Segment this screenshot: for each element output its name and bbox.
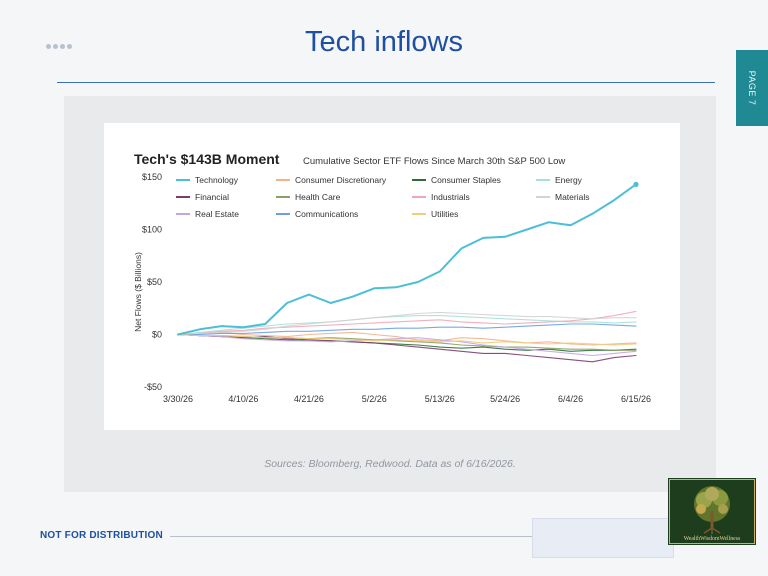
logo-text: WealthWisdomWellness [683,536,741,542]
footer-label: NOT FOR DISTRIBUTION [40,530,163,541]
legend-label: Financial [195,192,229,202]
y-tick-label: $100 [142,225,162,235]
y-axis-label: Net Flows ($ Billions) [133,252,143,332]
x-tick-label: 6/15/26 [621,394,651,404]
series-line [177,333,637,357]
series-line [177,323,637,336]
x-tick-label: 5/13/26 [425,394,455,404]
page-label: PAGE 7 [747,70,757,106]
series-line [177,311,637,336]
series-line [177,310,637,336]
x-tick-label: 3/30/26 [163,394,193,404]
chart-title: Tech's $143B Moment [134,151,280,167]
legend-label: Materials [555,192,589,202]
legend-label: Utilities [431,209,458,219]
legend-label: Health Care [295,192,341,202]
series-line [177,333,637,346]
tree-icon [669,479,755,544]
legend-label: Consumer Staples [431,175,501,185]
slide-title: Tech inflows [305,26,463,58]
y-tick-label: $50 [147,277,162,287]
sector-flows-chart: Tech's $143B Moment Cumulative Sector ET… [133,151,651,404]
x-tick-label: 4/10/26 [228,394,258,404]
brand-logo: WealthWisdomWellness [668,478,756,545]
chart-subtitle: Cumulative Sector ETF Flows Since March … [303,156,565,167]
legend-label: Consumer Discretionary [295,175,387,185]
legend-label: Energy [555,175,583,185]
y-tick-label: $150 [142,172,162,182]
legend-label: Technology [195,175,239,185]
legend-label: Industrials [431,192,470,202]
x-tick-label: 5/24/26 [490,394,520,404]
x-tick-label: 4/21/26 [294,394,324,404]
legend-label: Communications [295,209,358,219]
page-tab: PAGE 7 [736,50,768,126]
series-line [177,183,637,336]
footer-box [532,518,674,558]
chart-card: Tech's $143B Moment Cumulative Sector ET… [104,123,680,430]
series-line [177,315,637,336]
x-tick-label: 6/4/26 [558,394,583,404]
legend-label: Real Estate [195,209,239,219]
series-line [177,333,637,352]
decorative-dots [46,44,72,49]
x-tick-label: 5/2/26 [362,394,387,404]
technology-endpoint-marker [633,181,639,187]
y-tick-label: -$50 [144,382,162,392]
title-divider [57,82,715,83]
y-tick-label: $0 [152,330,162,340]
source-note: Sources: Bloomberg, Redwood. Data as of … [264,458,516,470]
footer-divider [170,536,532,537]
